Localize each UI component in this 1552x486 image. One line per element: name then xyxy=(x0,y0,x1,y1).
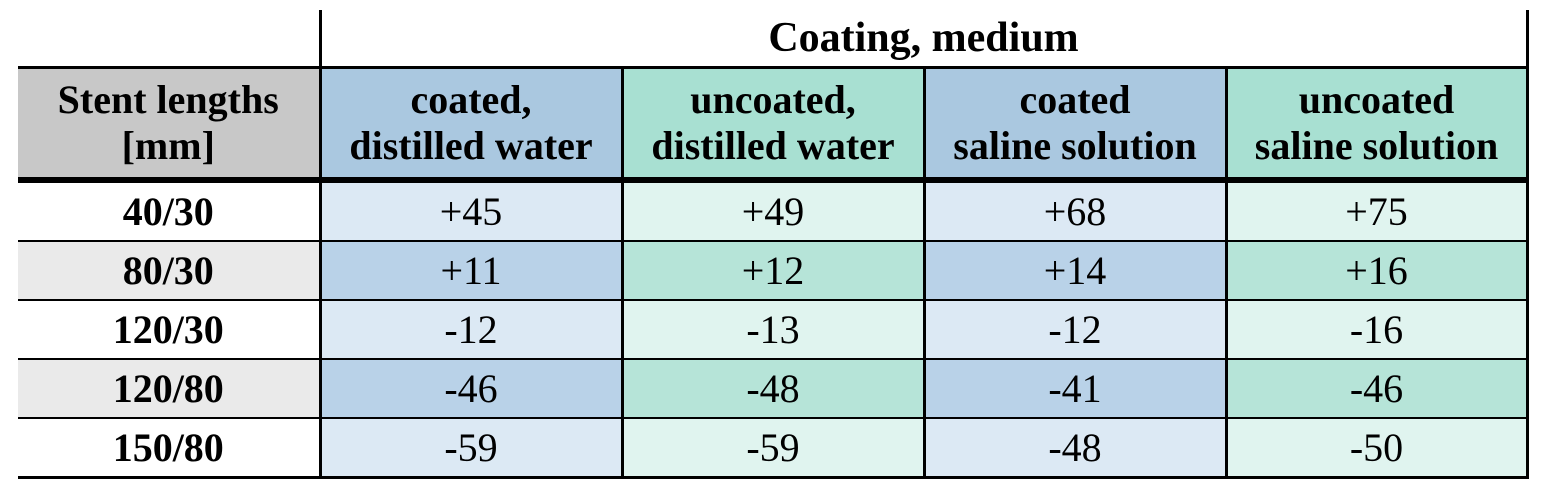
row-label: 120/30 xyxy=(18,299,322,359)
value-cell: +75 xyxy=(1226,179,1529,241)
row-label: 80/30 xyxy=(18,240,322,300)
value-cell: -59 xyxy=(320,417,624,479)
value-cell: +45 xyxy=(320,179,624,241)
value-cell: -13 xyxy=(622,299,926,359)
table-row: 120/80 -46 -48 -41 -46 xyxy=(18,358,1529,418)
column-header-coated-saline: coated saline solution xyxy=(924,66,1228,183)
table-row: 150/80 -59 -59 -48 -50 xyxy=(18,417,1529,479)
row-label: 120/80 xyxy=(18,358,322,418)
group-header-cell: Coating, medium xyxy=(318,10,1529,68)
column-header-line2: saline solution xyxy=(1254,123,1499,168)
column-header-uncoated-saline: uncoated saline solution xyxy=(1226,66,1529,183)
column-header-line1: coated, xyxy=(410,77,532,122)
stent-length-change-table: Coating, medium Stent lengths [mm] coate… xyxy=(18,10,1529,479)
value-cell: -16 xyxy=(1226,299,1529,359)
column-header-row: Stent lengths [mm] coated, distilled wat… xyxy=(18,66,1529,183)
value-cell: -46 xyxy=(1226,358,1529,418)
column-header-line1: uncoated xyxy=(1298,77,1455,122)
column-header-line1: uncoated, xyxy=(690,77,856,122)
value-cell: -50 xyxy=(1226,417,1529,479)
column-header-uncoated-distilled: uncoated, distilled water xyxy=(622,66,926,183)
stub-header-cell: Stent lengths [mm] xyxy=(18,66,322,183)
value-cell: +16 xyxy=(1226,240,1529,300)
table-row: 120/30 -12 -13 -12 -16 xyxy=(18,299,1529,359)
value-cell: -48 xyxy=(622,358,926,418)
value-cell: -48 xyxy=(924,417,1228,479)
table-row: 40/30 +45 +49 +68 +75 xyxy=(18,179,1529,241)
column-header-line2: distilled water xyxy=(651,123,895,168)
value-cell: +11 xyxy=(320,240,624,300)
column-header-coated-distilled: coated, distilled water xyxy=(320,66,624,183)
row-label: 150/80 xyxy=(18,417,322,479)
value-cell: -46 xyxy=(320,358,624,418)
value-cell: +14 xyxy=(924,240,1228,300)
table-row: 80/30 +11 +12 +14 +16 xyxy=(18,240,1529,300)
value-cell: +49 xyxy=(622,179,926,241)
group-header-row: Coating, medium xyxy=(18,10,1529,68)
value-cell: -59 xyxy=(622,417,926,479)
stub-header-line2: [mm] xyxy=(121,123,215,168)
stub-header-line1: Stent lengths xyxy=(57,77,279,122)
value-cell: -12 xyxy=(320,299,624,359)
value-cell: -41 xyxy=(924,358,1228,418)
value-cell: +68 xyxy=(924,179,1228,241)
blank-corner-cell xyxy=(18,10,320,68)
value-cell: -12 xyxy=(924,299,1228,359)
row-label: 40/30 xyxy=(18,179,322,241)
column-header-line2: distilled water xyxy=(349,123,593,168)
column-header-line1: coated xyxy=(1019,77,1131,122)
column-header-line2: saline solution xyxy=(953,123,1197,168)
value-cell: +12 xyxy=(622,240,926,300)
